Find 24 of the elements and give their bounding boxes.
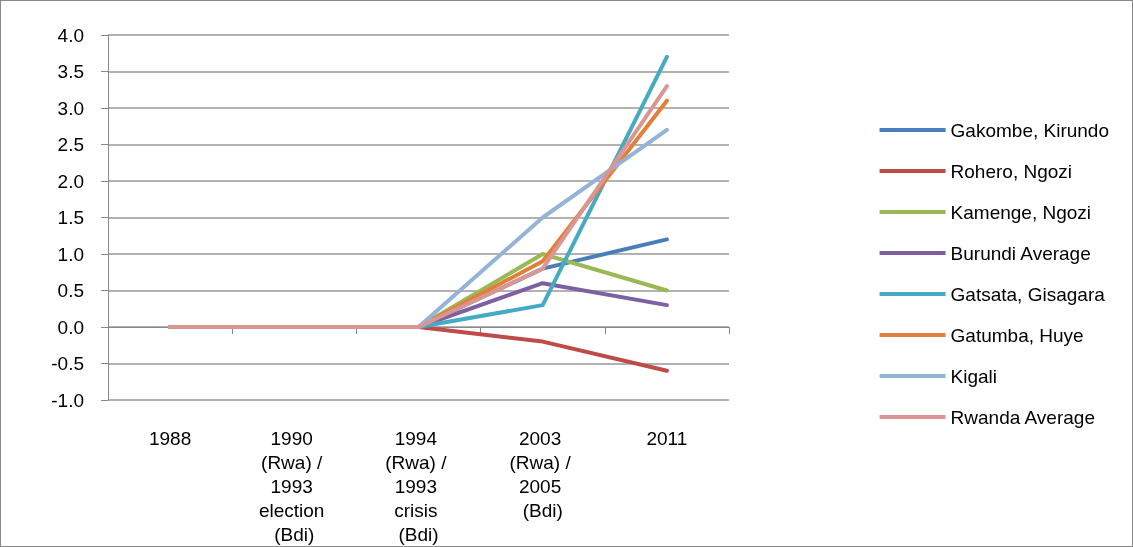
x-tick-label: 2003 (Rwa) / 2005 (Bdi) — [509, 427, 576, 521]
x-tick-label: 1994 (Rwa) / 1993 crisis (Bdi) — [385, 427, 452, 545]
y-tick-label: 3.0 — [57, 97, 84, 119]
y-tick-label: 1.5 — [57, 207, 84, 228]
y-tick-label: 3.5 — [57, 61, 84, 82]
legend-label: Kigali — [950, 365, 998, 387]
y-tick-label: -1.0 — [51, 389, 84, 411]
y-tick-label: 2.5 — [57, 134, 84, 155]
y-tick-label: 0.0 — [57, 316, 84, 338]
y-tick-label: -0.5 — [51, 353, 84, 374]
legend-label: Gatumba, Huye — [950, 324, 1084, 346]
y-tick-label: 2.0 — [57, 170, 84, 192]
x-tick-label: 1988 — [148, 427, 192, 449]
x-tick-label: 1990 (Rwa) / 1993 election (Bdi) — [258, 427, 330, 545]
legend-label: Gatsata, Gisagara — [950, 283, 1106, 305]
y-tick-label: 1.0 — [57, 243, 84, 265]
legend-label: Rohero, Ngozi — [950, 160, 1073, 182]
legend-label: Burundi Average — [950, 242, 1091, 264]
x-tick-label: 2011 — [646, 427, 688, 449]
legend-label: Kamenge, Ngozi — [950, 201, 1092, 223]
legend-label: Rwanda Average — [950, 406, 1095, 428]
legend-label: Gakombe, Kirundo — [950, 119, 1109, 141]
y-tick-label: 4.0 — [57, 24, 84, 46]
y-tick-label: 0.5 — [57, 280, 84, 301]
